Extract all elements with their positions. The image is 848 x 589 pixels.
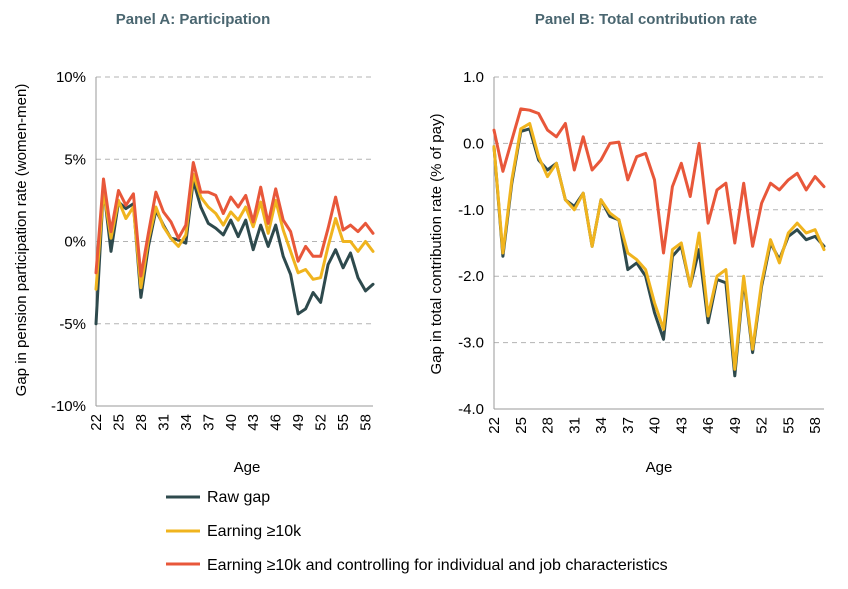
panel-b-x-axis-title: Age (646, 459, 673, 476)
panel-a-participation: Panel A: Participation Gap in pension pa… (13, 11, 375, 476)
panel-a-y-tick-label: -5% (59, 316, 86, 333)
panel-b-y-tick-label: 1.0 (463, 69, 484, 86)
panel-b-y-tick-label: -1.0 (458, 202, 484, 219)
panel-b-x-tick-label: 52 (754, 417, 771, 434)
panel-a-series-line-0 (94, 179, 375, 326)
panel-a-x-axis-title: Age (234, 459, 261, 476)
panel-a-x-tick-label: 49 (290, 414, 307, 431)
panel-a-x-tick-label: 58 (358, 414, 375, 431)
panel-b-y-tick-label: 0.0 (463, 135, 484, 152)
panel-a-x-tick-label: 31 (155, 414, 172, 431)
panel-a-y-axis-title: Gap in pension participation rate (women… (13, 84, 30, 397)
panel-a-title: Panel A: Participation (116, 11, 270, 28)
panel-a-y-tick-label: -10% (51, 398, 86, 415)
panel-a-series-line-2 (94, 161, 375, 278)
panel-b-series-line-1 (492, 122, 826, 371)
panel-b-y-tick-label: -2.0 (458, 268, 484, 285)
panel-b-x-tick-label: 43 (673, 417, 690, 434)
panel-b-y-axis-title: Gap in total contribution rate (% of pay… (428, 114, 445, 375)
panel-a-x-tick-label: 22 (88, 414, 105, 431)
panel-a-x-tick-label: 55 (335, 414, 352, 431)
panel-a-x-tick-label: 28 (133, 414, 150, 431)
panel-b-x-tick-label: 34 (593, 417, 610, 434)
panel-a-x-tick-label: 52 (313, 414, 330, 431)
panel-a-x-tick-label: 46 (268, 414, 285, 431)
panel-b-x-tick-label: 46 (700, 417, 717, 434)
panel-b-x-tick-label: 31 (566, 417, 583, 434)
panel-b-x-tick-label: 37 (620, 417, 637, 434)
panel-a-y-tick-label: 0% (64, 234, 86, 251)
legend-label-raw-gap: Raw gap (207, 489, 270, 506)
panel-b-title: Panel B: Total contribution rate (535, 11, 757, 28)
panel-b-x-tick-label: 22 (486, 417, 503, 434)
panel-a-x-tick-label: 25 (110, 414, 127, 431)
panel-b-contribution: Panel B: Total contribution rate Gap in … (428, 11, 826, 476)
panel-b-y-tick-label: -3.0 (458, 335, 484, 352)
panel-a-series-line-1 (94, 172, 375, 291)
panel-b-x-tick-label: 25 (513, 417, 530, 434)
panel-a-y-tick-label: 5% (64, 151, 86, 168)
panel-b-y-tick-label: -4.0 (458, 401, 484, 418)
panel-b-x-tick-label: 40 (647, 417, 664, 434)
panel-a-x-tick-label: 37 (200, 414, 217, 431)
legend-label-earning-10k-controls: Earning ≥10k and controlling for individ… (207, 557, 668, 574)
panel-a-x-tick-label: 34 (178, 414, 195, 431)
panel-b-series-line-2 (492, 107, 826, 255)
panel-b-x-tick-label: 55 (780, 417, 797, 434)
legend-label-earning-10k: Earning ≥10k (207, 523, 302, 540)
legend: Raw gap Earning ≥10k Earning ≥10k and co… (166, 489, 668, 574)
panel-a-x-tick-label: 40 (223, 414, 240, 431)
panel-b-x-tick-label: 49 (727, 417, 744, 434)
panel-a-y-tick-label: 10% (56, 69, 86, 86)
panel-b-x-tick-label: 28 (540, 417, 557, 434)
panel-a-x-tick-label: 43 (245, 414, 262, 431)
panel-b-x-tick-label: 58 (807, 417, 824, 434)
